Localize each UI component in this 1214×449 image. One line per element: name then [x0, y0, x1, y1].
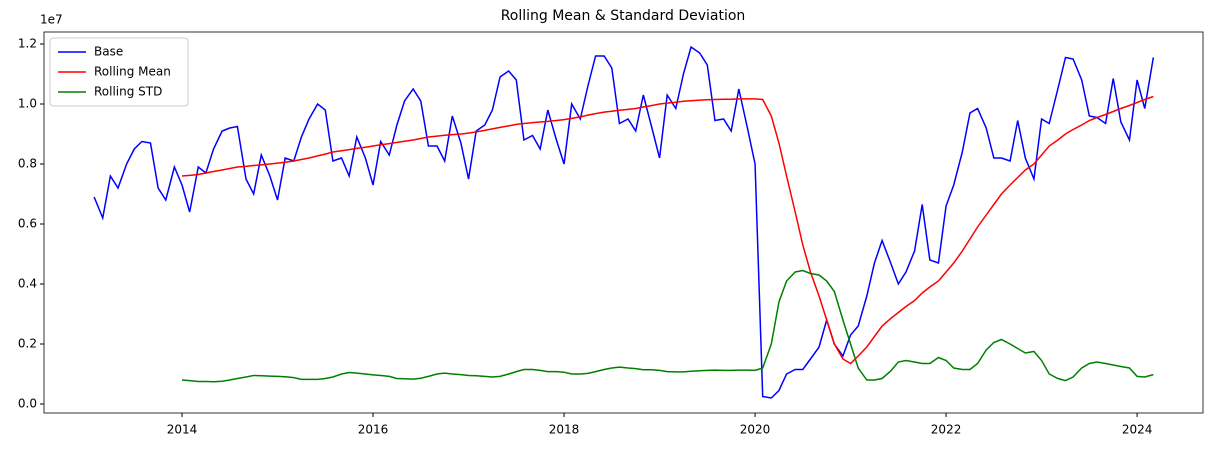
legend-box	[49, 37, 189, 107]
x-tick-label: 2020	[740, 423, 771, 437]
series-line	[181, 95, 1154, 365]
legend-label: Rolling STD	[94, 85, 162, 99]
y-tick-label: 0.0	[18, 397, 37, 411]
y-tick-label: 0.8	[18, 157, 37, 171]
legend-label: Base	[94, 45, 123, 59]
x-tick-label: 2022	[931, 423, 962, 437]
legend: Base Rolling Mean Rolling STD	[49, 37, 189, 107]
y-offset-label: 1e7	[40, 13, 63, 27]
y-tick-label: 0.6	[18, 217, 37, 231]
plot-frame	[43, 31, 1204, 414]
chart-title: Rolling Mean & Standard Deviation	[501, 8, 746, 24]
x-tick-label: 2014	[167, 423, 198, 437]
series-line	[93, 45, 1155, 399]
x-tick-label: 2024	[1122, 423, 1153, 437]
x-tick-label: 2018	[549, 423, 580, 437]
x-tick-label: 2016	[358, 423, 389, 437]
y-tick-label: 0.4	[18, 277, 37, 291]
y-tick-label: 1.2	[18, 37, 37, 51]
series-line	[181, 269, 1154, 383]
y-tick-label: 1.0	[18, 97, 37, 111]
legend-label: Rolling Mean	[94, 65, 171, 79]
y-tick-label: 0.2	[18, 337, 37, 351]
